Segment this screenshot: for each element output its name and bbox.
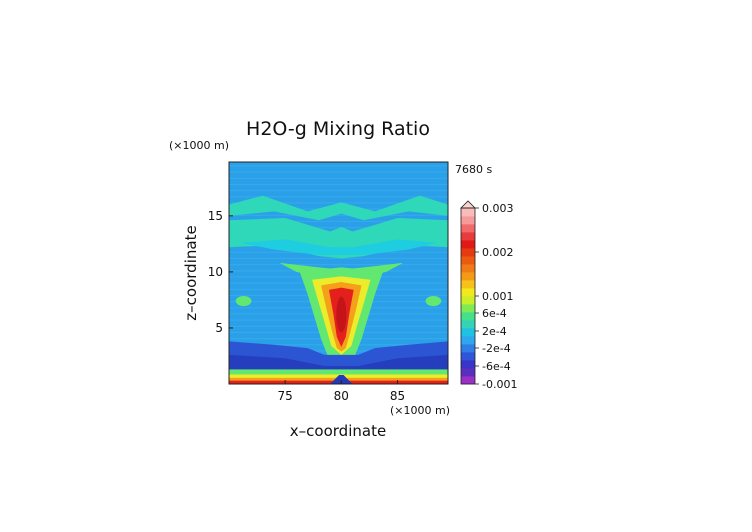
colorbar-level [461,296,475,305]
plot-frame [228,161,449,385]
low-level-dry-core [229,354,448,370]
colorbar-level [461,344,475,353]
field-stripe [229,171,448,173]
colorbar-level [461,376,475,385]
x-tick-label: 85 [390,389,405,403]
z-tick-label: 15 [208,209,223,223]
colorbar-level [461,248,475,257]
field-stripe [229,264,448,266]
z-unit-label: (×1000 m) [169,139,229,152]
axis-ticks: 75 80 85 5 10 15 [208,209,405,403]
colorbar-level [461,232,475,241]
colorbar-level [461,264,475,273]
field-stripe [229,165,448,167]
field-stripe [229,183,448,186]
colorbar-level [461,368,475,377]
colorbar-tick-label: -0.001 [482,378,517,391]
colorbar-level [461,256,475,265]
field-stripe [229,177,448,179]
field-stripe [229,202,448,204]
colorbar-level [461,312,475,321]
z-tick-label: 5 [215,321,223,335]
colorbar-tick-label: 0.001 [482,290,514,303]
colorbar-level [461,304,475,313]
colorbar-tick-label: 0.003 [482,202,514,215]
colorbar-tick-label: 2e-4 [482,325,507,338]
x-tick-label: 75 [278,389,293,403]
colorbar-level [461,336,475,345]
upper-cloud-layer [229,195,448,221]
chart-title: H2O-g Mixing Ratio [246,118,430,140]
colorbar-level [461,328,475,337]
anvil-inner [240,239,437,256]
core-maximum [336,296,347,333]
colorbar-tick-label: 6e-4 [482,307,507,320]
colorbar-level [461,224,475,233]
x-axis-label: x–coordinate [290,422,386,440]
colorbar-level [461,352,475,361]
z-tick-label: 10 [208,265,223,279]
colorbar-level [461,288,475,297]
colorbar-level [461,360,475,369]
colorbar-tick-label: -6e-4 [482,360,511,373]
colorbar: 0.003 0.002 0.001 6e-4 2e-4 -2e-4 -6e-4 -0.001 [460,200,517,391]
colorbar-level [461,208,475,217]
side-cell-left [235,295,252,307]
colorbar-level [461,272,475,281]
field-stripe [229,190,448,192]
field-stripe [229,227,448,229]
field-stripe [229,257,448,260]
colorbar-level [461,216,475,225]
field-stripe [229,220,448,223]
field-stripe [229,196,448,198]
colorbar-tick-label: -2e-4 [482,342,511,355]
field-stripe [229,214,448,216]
colorbar-level [461,280,475,289]
colorbar-extend-arrow [460,200,476,209]
side-cell-right [425,295,442,307]
x-unit-label: (×1000 m) [390,404,450,417]
downdraft-notch [330,375,353,384]
time-label: 7680 s [455,163,492,176]
colorbar-level [461,320,475,329]
y-axis-label: z–coordinate [182,225,200,320]
colorbar-level [461,240,475,249]
x-tick-label: 80 [334,389,349,403]
plot-area [229,162,448,384]
colorbar-tick-label: 0.002 [482,246,514,259]
